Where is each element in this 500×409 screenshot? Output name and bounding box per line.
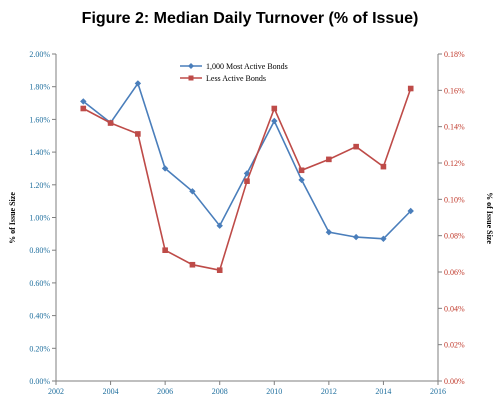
y-axis-label-right: % of Issue Size	[485, 192, 494, 244]
data-point-square	[353, 143, 359, 150]
chart-title: Figure 2: Median Daily Turnover (% of Is…	[81, 10, 419, 27]
legend-marker-square	[188, 75, 194, 81]
y-tick-label-left: 1.60%	[29, 115, 50, 124]
data-point-diamond	[189, 188, 196, 195]
data-point-square	[189, 261, 196, 268]
data-point-diamond	[216, 222, 223, 229]
y-tick-label-right: 0.10%	[444, 195, 465, 204]
series-layer	[80, 80, 414, 273]
series-1	[80, 80, 414, 242]
data-point-square	[244, 178, 250, 184]
y-tick-label-left: 0.80%	[29, 246, 50, 255]
data-point-diamond	[325, 229, 333, 236]
x-tick-label: 2010	[266, 387, 282, 396]
data-point-diamond	[161, 165, 169, 172]
x-axis-ticks: 2002 2004 2006 2008 2010 2012 2014 2016	[48, 381, 446, 396]
data-point-square	[298, 167, 305, 174]
data-point-square	[80, 105, 87, 112]
y-tick-label-left: 0.20%	[29, 344, 50, 353]
y-tick-label-left: 1.20%	[29, 181, 50, 190]
x-tick-label: 2016	[430, 387, 446, 396]
y-tick-label-left: 0.00%	[29, 377, 50, 386]
y-tick-label-left: 1.80%	[29, 83, 50, 92]
x-tick-label: 2004	[103, 387, 119, 396]
y-tick-label-right: 0.14%	[444, 123, 465, 132]
data-point-square	[380, 163, 387, 170]
data-point-square	[271, 105, 278, 112]
legend-label-2: Less Active Bonds	[206, 74, 266, 83]
data-point-diamond	[80, 98, 87, 105]
x-tick-label: 2006	[157, 387, 173, 396]
x-tick-label: 2002	[48, 387, 64, 396]
data-point-diamond	[352, 233, 360, 241]
y-tick-label-right: 0.06%	[444, 268, 465, 277]
axes	[55, 54, 439, 382]
series-line-1	[82, 81, 412, 240]
x-tick-label: 2014	[375, 387, 391, 396]
y-axis-label-left: % of Issue Size	[8, 192, 17, 244]
y-tick-label-left: 2.00%	[29, 50, 50, 59]
y-tick-label-right: 0.04%	[444, 304, 465, 313]
data-point-square	[135, 131, 141, 137]
y-tick-label-left: 1.40%	[29, 148, 50, 157]
data-point-diamond	[298, 176, 305, 184]
x-tick-label: 2008	[212, 387, 228, 396]
legend-label-1: 1,000 Most Active Bonds	[206, 62, 288, 71]
x-tick-label: 2012	[321, 387, 337, 396]
data-point-diamond	[243, 170, 251, 177]
y-tick-label-left: 1.00%	[29, 214, 50, 223]
data-point-diamond	[380, 235, 387, 242]
right-axis-ticks: 0.00% 0.02% 0.04% 0.06% 0.08% 0.10% 0.12% 0.14%…	[438, 50, 465, 386]
y-tick-label-left: 0.60%	[29, 279, 50, 288]
y-tick-label-right: 0.16%	[444, 86, 465, 95]
data-point-square	[162, 247, 168, 253]
data-point-diamond	[407, 207, 414, 215]
left-axis-ticks: 0.00% 0.20% 0.40% 0.60% 0.80% 1.00% 1.20% 1.40%…	[29, 50, 56, 386]
data-point-diamond	[134, 80, 142, 87]
y-tick-label-right: 0.00%	[444, 377, 465, 386]
data-point-square	[107, 120, 114, 126]
data-point-square	[216, 267, 223, 273]
y-tick-label-left: 0.40%	[29, 312, 50, 321]
legend-marker-diamond	[188, 63, 194, 69]
y-tick-label-right: 0.08%	[444, 232, 465, 241]
data-point-square	[407, 85, 414, 92]
legend: 1,000 Most Active Bonds Less Active Bonds	[180, 62, 288, 83]
y-tick-label-right: 0.02%	[444, 341, 465, 350]
data-point-diamond	[271, 117, 278, 125]
y-tick-label-right: 0.18%	[444, 50, 465, 59]
y-tick-label-right: 0.12%	[444, 159, 465, 168]
data-point-square	[326, 156, 332, 163]
series-2	[80, 85, 414, 273]
